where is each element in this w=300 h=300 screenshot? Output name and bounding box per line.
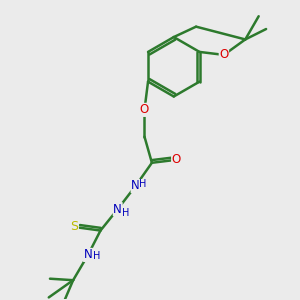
Text: O: O <box>219 48 229 62</box>
Text: O: O <box>140 103 149 116</box>
Text: N: N <box>84 248 92 261</box>
Text: N: N <box>131 179 140 193</box>
Text: O: O <box>172 153 181 166</box>
Text: N: N <box>113 202 122 216</box>
Text: H: H <box>139 179 147 190</box>
Text: S: S <box>70 220 78 233</box>
Text: H: H <box>93 251 100 261</box>
Text: H: H <box>122 208 130 218</box>
